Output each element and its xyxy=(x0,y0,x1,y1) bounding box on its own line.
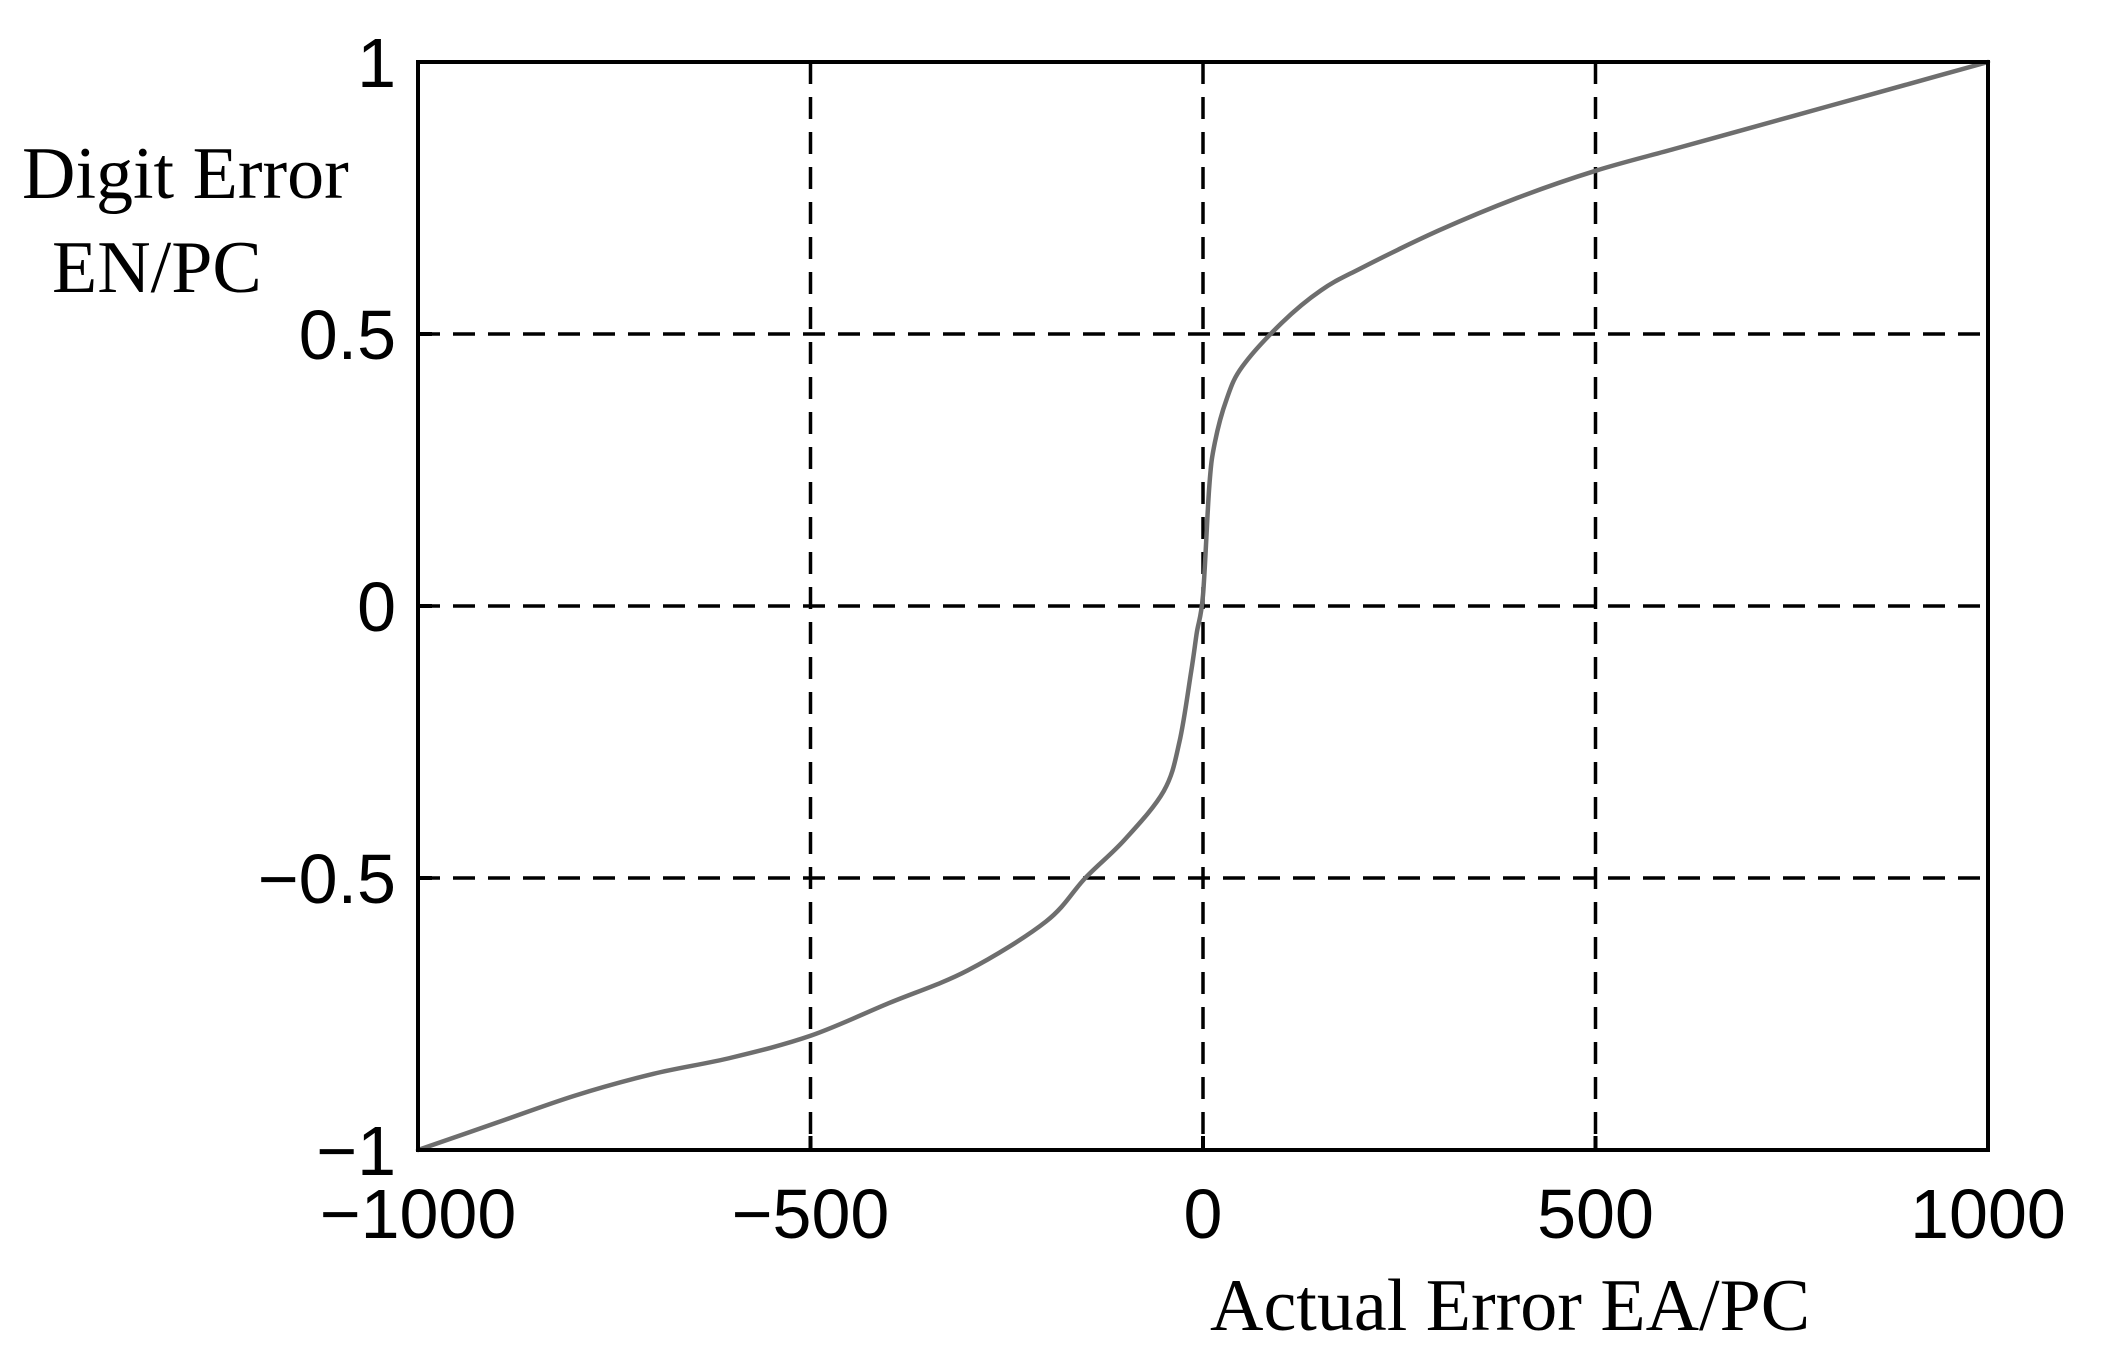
x-tick-labels: −1000 −500 0 500 1000 xyxy=(320,1175,2066,1253)
y-axis-title-line-2: EN/PC xyxy=(52,227,262,309)
series-line xyxy=(415,59,1991,1153)
y-tick-label: 0.5 xyxy=(299,296,396,374)
x-tick-label: 1000 xyxy=(1910,1175,2066,1253)
axis-ticks xyxy=(416,60,1990,1152)
y-tick-labels: −1 −0.5 0 0.5 1 xyxy=(258,24,396,1190)
y-tick-label: 0 xyxy=(357,568,396,646)
y-tick-label: −1 xyxy=(316,1112,396,1190)
x-axis-title: Actual Error EA/PC xyxy=(1210,1265,1810,1347)
y-tick-label: −0.5 xyxy=(258,840,396,918)
x-tick-label: −500 xyxy=(732,1175,890,1253)
x-tick-label: 0 xyxy=(1184,1175,1223,1253)
x-tick-label: 500 xyxy=(1537,1175,1654,1253)
x-tick-label: −1000 xyxy=(320,1175,517,1253)
y-tick-label: 1 xyxy=(357,24,396,102)
y-axis-title-line-1: Digit Error xyxy=(22,133,349,215)
